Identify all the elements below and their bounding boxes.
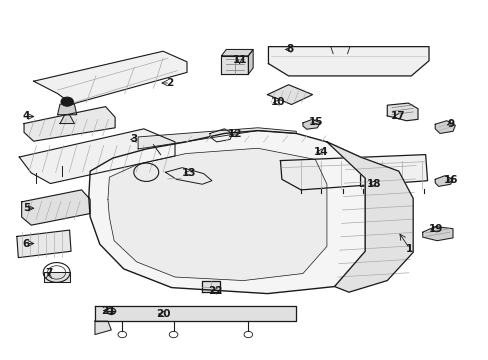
Polygon shape <box>44 273 69 282</box>
Text: 18: 18 <box>366 179 380 189</box>
Polygon shape <box>202 280 219 292</box>
Polygon shape <box>360 171 385 186</box>
Polygon shape <box>108 148 326 280</box>
Text: 22: 22 <box>208 286 223 296</box>
Text: 2: 2 <box>166 78 174 88</box>
Polygon shape <box>434 121 454 134</box>
Polygon shape <box>24 107 115 141</box>
Polygon shape <box>248 49 253 74</box>
Text: 16: 16 <box>443 175 457 185</box>
Polygon shape <box>422 226 452 241</box>
Polygon shape <box>34 51 186 104</box>
Text: 21: 21 <box>101 306 115 315</box>
Polygon shape <box>95 321 111 334</box>
Text: 7: 7 <box>45 269 53 279</box>
Text: 12: 12 <box>227 129 242 139</box>
Polygon shape <box>267 85 312 104</box>
Text: 20: 20 <box>156 309 170 319</box>
Polygon shape <box>303 119 320 129</box>
Polygon shape <box>17 230 71 258</box>
Text: 1: 1 <box>406 244 413 254</box>
Polygon shape <box>386 103 417 121</box>
Polygon shape <box>221 56 248 74</box>
Text: 3: 3 <box>130 134 138 144</box>
Text: 9: 9 <box>446 118 453 129</box>
Polygon shape <box>138 128 296 149</box>
Text: 11: 11 <box>232 55 246 65</box>
Text: 14: 14 <box>313 147 328 157</box>
Polygon shape <box>326 142 412 292</box>
Polygon shape <box>434 176 452 186</box>
Polygon shape <box>95 306 296 321</box>
Polygon shape <box>268 47 428 76</box>
Polygon shape <box>21 190 90 225</box>
Text: 15: 15 <box>308 117 323 127</box>
Text: 6: 6 <box>23 239 30 248</box>
Text: 8: 8 <box>286 45 293 54</box>
Text: 19: 19 <box>428 224 443 234</box>
Polygon shape <box>221 49 253 56</box>
Polygon shape <box>165 168 211 184</box>
Polygon shape <box>89 131 365 294</box>
Polygon shape <box>19 129 175 184</box>
Circle shape <box>61 97 73 106</box>
Text: 5: 5 <box>23 203 30 213</box>
Text: 13: 13 <box>182 168 196 178</box>
Text: 17: 17 <box>390 112 405 121</box>
Text: 10: 10 <box>270 98 285 107</box>
Polygon shape <box>58 104 77 115</box>
Polygon shape <box>60 115 74 123</box>
Polygon shape <box>280 154 427 190</box>
Text: 4: 4 <box>23 112 30 121</box>
Polygon shape <box>209 129 232 142</box>
